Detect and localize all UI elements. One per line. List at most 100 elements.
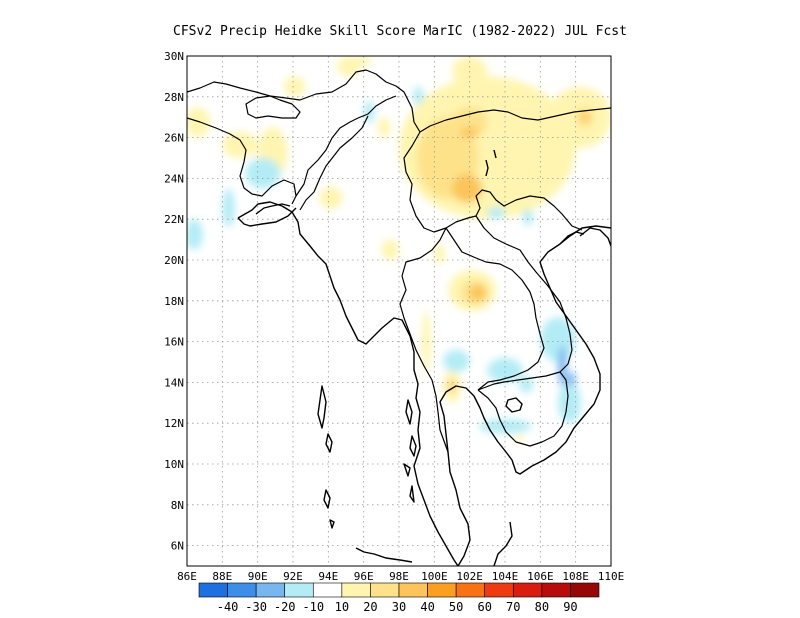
skill-score-patch (337, 56, 361, 77)
border-himalaya-north (187, 69, 421, 133)
skill-score-patch (452, 174, 483, 203)
x-tick-label: 86E (177, 570, 197, 583)
andaman-islands (317, 385, 333, 453)
x-tick-label: 92E (283, 570, 303, 583)
colorbar-swatch (427, 582, 457, 598)
colorbar-tick-label: 70 (506, 600, 520, 614)
x-tick-label: 100E (421, 570, 448, 583)
colorbar-tick-label: 60 (477, 600, 491, 614)
border-laos-thailand (445, 227, 545, 391)
x-tick-label: 110E (598, 570, 625, 583)
bangladesh-mangrove-coast (255, 203, 291, 215)
colorbar-swatch (370, 582, 400, 598)
colorbar-swatch (512, 582, 543, 598)
x-tick-label: 96E (354, 570, 374, 583)
coastline-bay-of-bengal (237, 201, 459, 566)
x-tick-label: 94E (318, 570, 338, 583)
colorbar-swatch (312, 582, 343, 598)
y-tick-label: 16N (164, 336, 184, 349)
colorbar-swatch (341, 582, 371, 598)
skill-score-patch (558, 382, 581, 424)
skill-score-patch (421, 311, 431, 373)
border-china-south (419, 107, 611, 133)
skill-score-patch (222, 188, 235, 228)
coastline-thai-gulf (439, 225, 611, 566)
skill-score-patch (222, 131, 258, 159)
colorbar-tick-label: 30 (392, 600, 406, 614)
map-frame (186, 55, 612, 567)
yunnan-lakes (485, 149, 497, 177)
skill-score-patch (319, 186, 343, 209)
y-tick-label: 8N (171, 499, 184, 512)
x-tick-label: 106E (527, 570, 554, 583)
coastlines-and-borders (187, 69, 611, 566)
y-tick-label: 18N (164, 295, 184, 308)
border-laos-vietnam (475, 215, 573, 373)
y-tick-label: 26N (164, 132, 184, 145)
skill-score-patch (363, 100, 375, 124)
border-bangladesh-east (295, 95, 397, 197)
x-tick-label: 108E (562, 570, 589, 583)
colorbar-swatch (570, 582, 600, 598)
colorbar-tick-label: -30 (245, 600, 267, 614)
skill-score-patch (284, 76, 306, 97)
y-tick-label: 12N (164, 417, 184, 430)
map-panel (187, 56, 611, 566)
skill-score-patch (515, 433, 523, 444)
skill-score-patch (522, 209, 534, 226)
colorbar-tick-label: 40 (420, 600, 434, 614)
y-tick-label: 28N (164, 91, 184, 104)
colorbar-swatch (227, 582, 257, 598)
y-tick-label: 14N (164, 376, 184, 389)
colorbar-tick-label: -40 (217, 600, 239, 614)
coastline-bangladesh-delta (237, 207, 297, 227)
skill-score-fields (187, 56, 611, 444)
graticule (187, 56, 611, 566)
colorbar-swatch (255, 582, 286, 598)
skill-score-patch (187, 219, 203, 250)
x-tick-label: 102E (456, 570, 483, 583)
chart-title: CFSv2 Precip Heidke Skill Score MarIC (1… (173, 24, 627, 39)
skill-score-patch (519, 376, 534, 393)
colorbar-swatch (484, 582, 514, 598)
skill-score-patch (566, 372, 576, 387)
y-tick-label: 30N (164, 50, 184, 63)
tonle-sap-lake (505, 397, 523, 413)
mergui-archipelago (403, 399, 417, 503)
skill-score-patch (434, 243, 445, 265)
coastline-malay-east (493, 521, 513, 566)
skill-score-patch (413, 86, 424, 105)
hainan-coast (579, 227, 611, 247)
border-nepal-india (187, 117, 297, 205)
border-myanmar-india (299, 115, 369, 211)
skill-score-patch (381, 239, 399, 260)
border-bhutan-sikkim (245, 95, 301, 119)
y-tick-label: 6N (171, 540, 184, 553)
colorbar-tick-label: -20 (274, 600, 296, 614)
x-tick-label: 88E (212, 570, 232, 583)
skill-score-patch (377, 117, 391, 138)
skill-score-patch (245, 158, 281, 189)
colorbar-swatch (398, 582, 428, 598)
colorbar-swatch (284, 582, 314, 598)
nicobar-islands (323, 489, 335, 529)
colorbar-swatch (198, 582, 228, 598)
colorbar-swatch (455, 582, 486, 598)
border-cambodia (477, 371, 569, 447)
colorbar-tick-label: 20 (363, 600, 377, 614)
colorbar-tick-label: 10 (335, 600, 349, 614)
gulf-of-tonkin-coast (559, 231, 585, 245)
x-tick-label: 90E (248, 570, 268, 583)
y-tick-label: 24N (164, 172, 184, 185)
skill-score-patch (580, 113, 590, 122)
skill-score-patch (487, 206, 505, 220)
y-tick-label: 22N (164, 213, 184, 226)
y-tick-label: 10N (164, 458, 184, 471)
isthmus-coast (355, 547, 413, 563)
colorbar-tick-label: 50 (449, 600, 463, 614)
skill-score-patch (469, 284, 488, 301)
skill-score-patch (540, 317, 576, 362)
skill-score-patch (558, 345, 567, 387)
colorbar-swatch (541, 582, 571, 598)
